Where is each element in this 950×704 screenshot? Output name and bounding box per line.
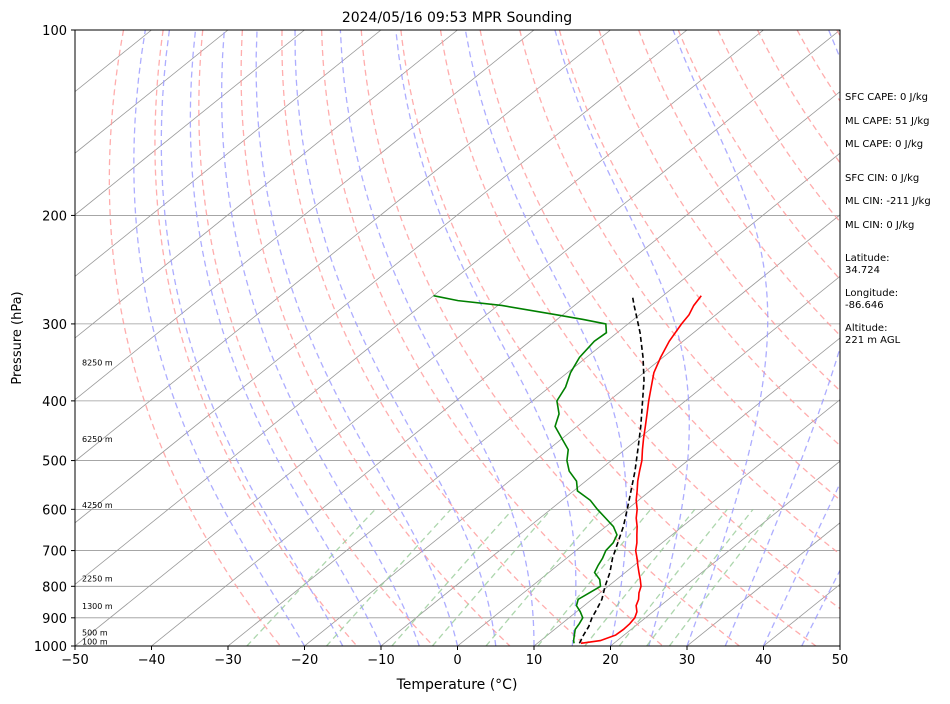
moist-adiabat-line — [134, 30, 305, 646]
x-tick-label: −10 — [367, 653, 394, 668]
stat-value: 0 J/kg — [891, 173, 919, 184]
x-tick-label: 10 — [526, 653, 543, 668]
mixing-ratio-line — [247, 509, 375, 646]
stat-label: SFC CAPE: — [845, 92, 897, 103]
longitude-readout: Longitude: -86.646 — [845, 288, 949, 312]
moist-adiabat-line — [161, 30, 342, 646]
ml-cin-readout: ML CIN: -211 J/kg — [845, 196, 949, 220]
y-tick-label: 400 — [42, 395, 67, 410]
dry-adiabat-line — [322, 30, 663, 646]
x-axis-label: Temperature (°C) — [396, 677, 518, 693]
stat-value: 0 J/kg — [886, 220, 914, 231]
dry-adiabat-line — [199, 30, 434, 646]
y-tick-label: 100 — [42, 24, 67, 39]
isotherm-line — [0, 30, 228, 646]
height-label: 4250 m — [82, 501, 113, 510]
y-tick-label: 600 — [42, 503, 67, 518]
y-tick-label: 500 — [42, 455, 67, 470]
ml-cape-readout: ML CAPE: 51 J/kg — [845, 116, 949, 140]
moist-adiabat-line — [190, 30, 381, 646]
isotherm-line — [0, 30, 534, 646]
longitude-label: Longitude: — [845, 288, 949, 300]
isotherm-line — [0, 30, 687, 646]
height-label: 500 m — [82, 629, 108, 638]
x-tick-label: 40 — [755, 653, 772, 668]
mixing-ratio-line — [486, 509, 602, 646]
y-tick-label: 900 — [42, 612, 67, 627]
sfc-cape-readout: SFC CAPE: 0 J/kg — [845, 92, 949, 116]
moist-adiabat-line — [222, 30, 420, 646]
dry-adiabat-line — [282, 30, 586, 646]
height-label: 100 m — [82, 637, 108, 646]
stat-value: 51 J/kg — [895, 116, 929, 127]
y-tick-label: 700 — [42, 545, 67, 560]
sfc-cin-readout: SFC CIN: 0 J/kg — [845, 173, 949, 197]
x-tick-label: 0 — [453, 653, 461, 668]
chart-title: 2024/05/16 09:53 MPR Sounding — [342, 10, 572, 26]
latitude-label: Latitude: — [845, 253, 949, 265]
moist-adiabat-line — [465, 30, 626, 646]
y-axis-label: Pressure (hPa) — [10, 291, 25, 384]
x-tick-label: −50 — [61, 653, 88, 668]
x-tick-label: −30 — [214, 653, 241, 668]
height-label: 1300 m — [82, 602, 113, 611]
moist-adiabat-line — [396, 30, 576, 646]
y-tick-label: 1000 — [34, 640, 67, 655]
sounding-stats-panel: SFC CAPE: 0 J/kg ML CAPE: 51 J/kg ML CAP… — [845, 92, 949, 358]
x-tick-label: −20 — [291, 653, 318, 668]
altitude-value: 221 m AGL — [845, 335, 949, 347]
latitude-readout: Latitude: 34.724 — [845, 253, 949, 277]
isotherm-line — [0, 30, 611, 646]
y-tick-label: 200 — [42, 209, 67, 224]
x-tick-label: 30 — [679, 653, 696, 668]
height-label: 8250 m — [82, 359, 113, 368]
stat-label: ML CAPE: — [845, 116, 892, 127]
y-tick-label: 300 — [42, 318, 67, 333]
moist-adiabat-line — [295, 30, 496, 646]
height-label: 2250 m — [82, 575, 113, 584]
stat-value: -211 J/kg — [886, 196, 930, 207]
stat-label: ML CIN: — [845, 220, 883, 231]
isotherm-line — [228, 30, 950, 646]
mixing-ratio-line — [669, 509, 774, 646]
mixing-ratio-line — [326, 509, 450, 646]
mixing-ratio-line — [647, 509, 753, 646]
x-tick-label: −40 — [138, 653, 165, 668]
longitude-value: -86.646 — [845, 300, 949, 312]
dry-adiabat-line — [401, 30, 816, 646]
dry-adiabat-line — [441, 30, 893, 646]
stat-value: 0 J/kg — [895, 139, 923, 150]
stat-label: ML CAPE: — [845, 139, 892, 150]
isotherm-line — [0, 30, 458, 646]
latitude-value: 34.724 — [845, 265, 949, 277]
ml-cape-readout-2: ML CAPE: 0 J/kg — [845, 139, 949, 163]
height-label: 6250 m — [82, 435, 113, 444]
x-tick-label: 20 — [602, 653, 619, 668]
mixing-ratio-line — [538, 509, 651, 646]
altitude-readout: Altitude: 221 m AGL — [845, 323, 949, 347]
ml-cin-readout-2: ML CIN: 0 J/kg — [845, 220, 949, 244]
dry-adiabat-line — [155, 30, 357, 646]
stat-label: ML CIN: — [845, 196, 883, 207]
x-tick-label: 50 — [832, 653, 849, 668]
y-tick-label: 800 — [42, 580, 67, 595]
stat-label: SFC CIN: — [845, 173, 888, 184]
stat-value: 0 J/kg — [900, 92, 928, 103]
altitude-label: Altitude: — [845, 323, 949, 335]
